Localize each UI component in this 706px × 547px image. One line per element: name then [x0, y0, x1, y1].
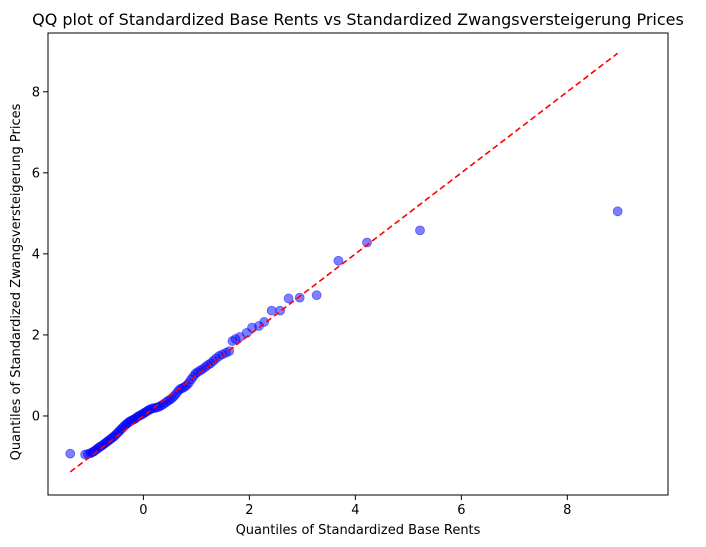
- x-tick-label: 4: [351, 503, 359, 518]
- y-tick-label: 4: [32, 247, 40, 262]
- data-point: [415, 225, 425, 236]
- y-tick-label: 2: [32, 328, 40, 343]
- chart-title: QQ plot of Standardized Base Rents vs St…: [32, 10, 684, 29]
- points-layer: [65, 206, 623, 460]
- data-point: [612, 206, 623, 217]
- x-axis-label: Quantiles of Standardized Base Rents: [236, 523, 481, 538]
- x-axis: 0 2 4 6 8: [139, 495, 571, 518]
- y-axis-label: Quantiles of Standardized Zwangsversteig…: [9, 103, 24, 460]
- data-point: [333, 255, 344, 266]
- data-point: [311, 290, 322, 301]
- x-tick-label: 0: [139, 503, 147, 518]
- x-tick-label: 2: [245, 503, 253, 518]
- reference-line-layer: [69, 52, 619, 473]
- y-axis: 0 2 4 6 8: [32, 85, 48, 424]
- reference-line: [69, 52, 619, 473]
- data-point: [294, 292, 305, 303]
- data-point: [259, 317, 270, 327]
- axes-frame: [47, 32, 669, 496]
- data-point: [283, 293, 294, 304]
- data-point: [362, 237, 372, 248]
- data-point: [65, 448, 76, 459]
- x-tick-label: 6: [457, 503, 465, 518]
- y-tick-label: 6: [32, 166, 40, 181]
- y-tick-label: 8: [32, 85, 40, 100]
- plot-area: [65, 52, 623, 473]
- x-tick-label: 8: [563, 503, 571, 518]
- data-point: [266, 305, 277, 316]
- y-tick-label: 0: [32, 409, 40, 424]
